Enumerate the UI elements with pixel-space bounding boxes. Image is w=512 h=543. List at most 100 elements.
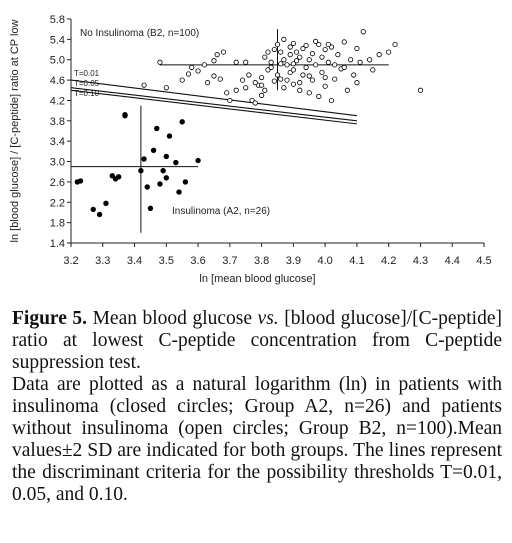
no-insulinoma-point	[303, 64, 309, 70]
no-insulinoma-point	[287, 44, 293, 50]
no-insulinoma-point	[281, 85, 287, 91]
no-insulinoma-point	[224, 90, 230, 96]
no-insulinoma-point	[347, 57, 354, 63]
no-insulinoma-point	[386, 49, 392, 55]
no-insulinoma-point	[268, 59, 274, 65]
insulinoma-point	[179, 119, 185, 125]
insulinoma-point	[90, 206, 96, 213]
y-tick-label: 3.0	[50, 157, 65, 169]
no-insulinoma-point	[303, 42, 309, 49]
no-insulinoma-point	[233, 59, 239, 65]
no-insulinoma-point	[313, 62, 319, 68]
axes: 3.2 3.3 3.4 3.5 3.6 3.7 3.8 3.9 4.0 4.1 4.2 4.3 4.4 4…	[9, 14, 492, 285]
no-insulinoma-point	[341, 64, 347, 70]
no-insulinoma-point	[325, 59, 331, 65]
no-insulinoma-point	[357, 59, 363, 65]
no-insulinoma-point	[262, 87, 268, 93]
y-axis-label: ln [blood glucose] / [C-peptide] ratio a…	[9, 19, 21, 242]
caption-title: Figure 5. Mean blood glucose vs. [blood …	[12, 308, 502, 374]
no-insulinoma-point	[319, 54, 325, 60]
no-insulinoma-point	[290, 67, 296, 73]
no-insulinoma-point	[290, 61, 296, 67]
no-insulinoma-point	[309, 51, 316, 57]
x-tick-label: 3.4	[127, 255, 142, 267]
no-insulinoma-point	[220, 49, 227, 55]
no-insulinoma-point	[293, 49, 300, 55]
no-insulinoma-point	[243, 59, 249, 65]
no-insulinoma-point	[309, 77, 316, 83]
no-insulinoma-point	[297, 87, 303, 93]
no-insulinoma-point	[360, 29, 366, 35]
x-tick-label: 3.5	[159, 255, 174, 267]
no-insulinoma-point	[243, 85, 249, 91]
no-insulinoma-point	[370, 67, 376, 73]
no-insulinoma-point	[274, 41, 281, 48]
figure-label: Figure 5.	[12, 308, 88, 329]
insulinoma-point	[154, 125, 160, 132]
y-tick-label: 2.6	[50, 177, 65, 189]
y-tick-label: 4.2	[50, 95, 65, 107]
insulinoma-point	[150, 147, 157, 154]
no-insulinoma-point	[306, 57, 312, 63]
insulinoma-point	[103, 200, 109, 206]
no-insulinoma-point	[332, 62, 338, 68]
t010-label: T=0.10	[74, 89, 100, 98]
no-insulinoma-point	[287, 52, 293, 58]
x-tick-label: 3.7	[222, 255, 237, 267]
caption-title-part2: [blood glucose]/[C-peptide] ratio at low…	[12, 308, 502, 373]
discriminant-line	[70, 79, 357, 117]
insulinoma-point	[115, 174, 122, 180]
no-insulinoma-point	[316, 93, 322, 99]
no-insulinoma-point	[297, 80, 303, 86]
insulinoma-label: Insulinoma (A2, n=26)	[172, 206, 270, 217]
insulinoma-point	[147, 205, 154, 212]
no-insulinoma-point	[293, 58, 300, 64]
x-tick-label: 4.3	[413, 255, 428, 267]
insulinoma-point	[157, 181, 163, 187]
no-insulinoma-point	[274, 72, 281, 78]
no-insulinoma-point	[179, 77, 185, 83]
insulinoma-point	[173, 159, 179, 166]
no-insulinoma-point	[271, 78, 277, 84]
no-insulinoma-point	[211, 73, 217, 79]
no-insulinoma-point	[332, 76, 338, 82]
insulinoma-point	[96, 211, 103, 218]
x-tick-label: 3.3	[95, 255, 110, 267]
no-insulinoma-point	[316, 41, 322, 48]
y-tick-label: 4.6	[50, 75, 65, 87]
mean-sd-crosses	[71, 29, 389, 233]
insulinoma-point	[176, 189, 182, 195]
y-tick-label: 1.4	[50, 238, 65, 250]
no-insulinoma-point	[367, 57, 373, 63]
no-insulinoma-point	[281, 57, 287, 63]
scatter-chart: 3.2 3.3 3.4 3.5 3.6 3.7 3.8 3.9 4.0 4.1 4.2 4.3 4.4 4…	[9, 14, 492, 285]
x-tick-label: 4.0	[318, 255, 333, 267]
no-insulinoma-point	[278, 76, 284, 82]
x-axis-label: ln [mean blood glucose]	[199, 273, 315, 285]
y-tick-label: 2.2	[50, 197, 65, 209]
y-tick-label: 5.8	[50, 14, 65, 26]
no-insulinoma-point	[201, 62, 208, 68]
y-tick-label: 3.4	[50, 136, 65, 148]
no-insulinoma-point	[271, 46, 277, 53]
no-insulinoma-point	[214, 52, 220, 58]
no-insulinoma-point	[211, 58, 217, 64]
no-insulinoma-point	[290, 81, 296, 87]
no-insulinoma-point	[141, 82, 147, 88]
caption-body: Data are plotted as a natural logarithm …	[12, 374, 502, 505]
no-insulinoma-point	[284, 62, 290, 68]
no-insulinoma-point	[246, 72, 252, 78]
y-tick-label: 1.8	[50, 218, 65, 230]
insulinoma-point	[163, 153, 170, 160]
no-insulinoma-label: No Insulinoma (B2, n=100)	[80, 28, 199, 39]
insulinoma-point	[195, 157, 201, 164]
no-insulinoma-point	[344, 87, 350, 93]
insulinoma-point	[141, 156, 147, 162]
insulinoma-point	[77, 178, 84, 184]
chart-labels: No Insulinoma (B2, n=100) Insulinoma (A2,…	[74, 28, 270, 217]
no-insulinoma-point	[328, 97, 335, 104]
no-insulinoma-point	[262, 54, 268, 60]
figure-caption: Figure 5. Mean blood glucose vs. [blood …	[12, 308, 502, 506]
no-insulinoma-point	[417, 87, 424, 93]
no-insulinoma-point	[306, 73, 312, 79]
